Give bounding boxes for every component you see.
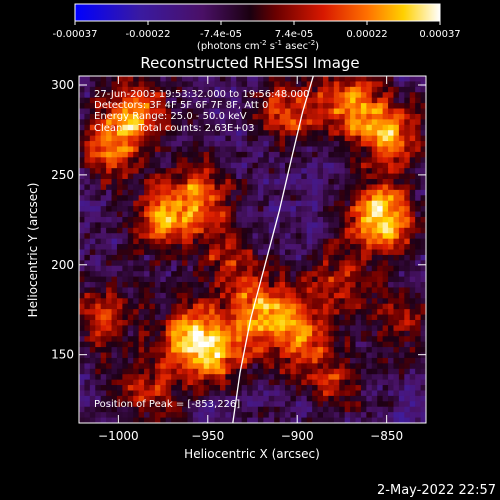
colorbar-unit: (photons cm-2 s-1 asec-2) [197,39,319,52]
x-axis-ticks: −1000 −950 −900 −850 [98,76,403,443]
annotation-detectors: Detectors: 3F 4F 5F 6F 7F 8F, Att 0 [94,100,268,111]
x-tick-label: −950 [191,429,224,443]
x-axis-label: Heliocentric X (arcsec) [184,447,320,461]
colorbar-tick-label: -0.00037 [53,29,98,40]
y-axis-ticks: 150 200 250 300 [51,78,426,362]
solar-limb-curve [232,76,314,423]
x-tick-label: −900 [281,429,314,443]
x-tick-label: −850 [370,429,403,443]
y-tick-label: 300 [51,78,74,92]
peak-position-label: Position of Peak = [-853,226] [94,399,240,410]
y-tick-label: 150 [51,348,74,362]
colorbar-tick-label: 7.4e-05 [275,29,313,40]
footer-date: 2-May-2022 22:57 [377,483,496,498]
plot-frame [78,75,427,424]
colorbar [74,3,441,22]
y-tick-label: 250 [51,168,74,182]
colorbar-ticks: -0.00037 -0.00022 -7.4e-05 7.4e-05 0.00022 0.… [53,21,461,40]
colorbar-tick-label: -7.4e-05 [200,29,242,40]
colorbar-tick-label: 0.00037 [419,29,460,40]
annotation-clean-counts: Clean Total counts: 2.63E+03 [94,123,254,134]
chart-title: Reconstructed RHESSI Image [140,54,359,72]
y-tick-label: 200 [51,258,74,272]
y-axis-label: Heliocentric Y (arcsec) [26,183,40,318]
heatmap-image [79,76,426,423]
colorbar-tick-label: -0.00022 [126,29,171,40]
colorbar-tick-label: 0.00022 [346,29,387,40]
x-tick-label: −1000 [98,429,139,443]
annotation-energy-range: Energy Range: 25.0 - 50.0 keV [94,111,247,122]
annotation-time-range: 27-Jun-2003 19:53:32.000 to 19:56:48.000 [94,89,310,100]
